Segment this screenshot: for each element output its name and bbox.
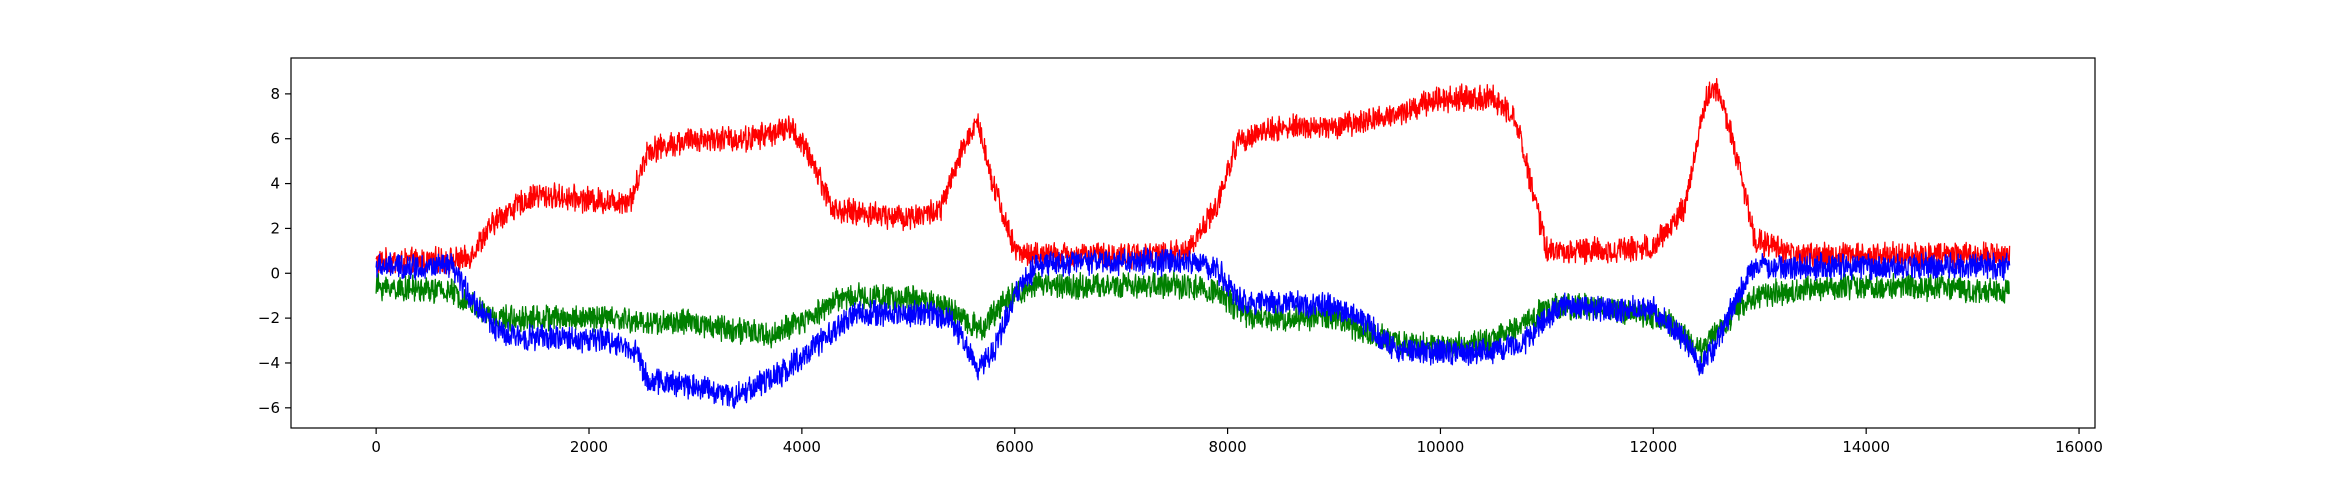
x-tick-label: 16000 <box>2055 438 2103 456</box>
y-tick-label: 6 <box>270 130 280 148</box>
x-tick-label: 8000 <box>1208 438 1246 456</box>
y-tick-label: 4 <box>270 175 280 193</box>
x-tick-label: 10000 <box>1417 438 1465 456</box>
y-tick-label: 8 <box>270 85 280 103</box>
x-tick-label: 0 <box>371 438 381 456</box>
plot-frame <box>290 57 2096 429</box>
y-tick-label: 2 <box>270 219 280 237</box>
axis-layer: 0 2000 4000 6000 8000 10000 12000 14000 16000 −6 −… <box>258 85 2103 456</box>
series-line-2 <box>375 269 2010 363</box>
x-tick-label: 6000 <box>996 438 1034 456</box>
series-line-1 <box>375 78 2011 275</box>
x-tick-label: 2000 <box>570 438 608 456</box>
y-tick-label: −6 <box>258 399 280 417</box>
y-tick-label: 0 <box>270 264 280 282</box>
y-tick-label: −2 <box>258 309 280 327</box>
series-line-3 <box>375 247 2011 409</box>
series-layer <box>375 78 2011 409</box>
x-tick-label: 4000 <box>783 438 821 456</box>
y-tick-label: −4 <box>258 354 280 372</box>
x-tick-label: 12000 <box>1629 438 1677 456</box>
x-tick-label: 14000 <box>1842 438 1890 456</box>
